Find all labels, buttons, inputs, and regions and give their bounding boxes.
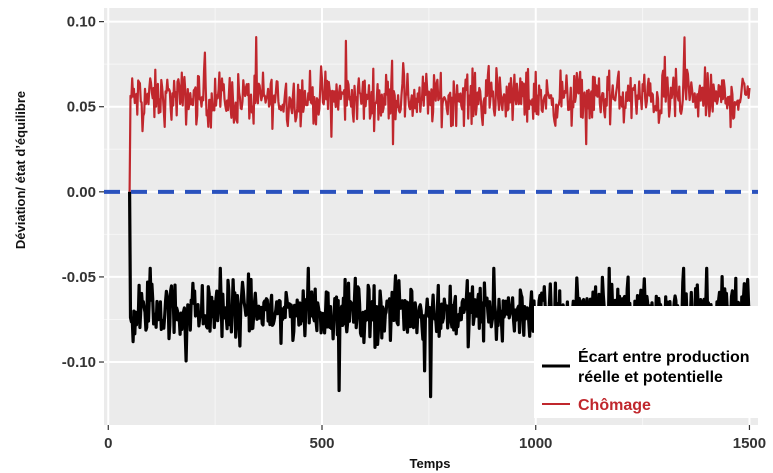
y-axis-title: Déviation/ état d’équilibre xyxy=(13,91,28,249)
x-axis-title: Temps xyxy=(410,456,451,471)
x-tick-label: 1000 xyxy=(519,435,552,452)
legend-label-gap-line1: Écart entre production xyxy=(578,347,750,366)
legend-background xyxy=(534,306,772,418)
x-tick-label: 500 xyxy=(309,435,334,452)
x-tick-label: 0 xyxy=(104,435,112,452)
y-tick-label: 0.10 xyxy=(67,14,96,31)
legend-label-gap-line2: réelle et potentielle xyxy=(578,369,723,386)
ticks: 0 500 1000 1500 -0.10 -0.05 0.00 0.05 0.10 xyxy=(62,14,766,452)
y-tick-label: 0.05 xyxy=(67,99,96,116)
y-tick-label: 0.00 xyxy=(67,184,96,201)
series-line-chomage xyxy=(128,36,751,192)
y-tick-label: -0.05 xyxy=(62,269,96,286)
legend-label-chomage: Chômage xyxy=(578,397,651,414)
y-tick-label: -0.10 xyxy=(62,354,96,371)
legend: Écart entre production réelle et potenti… xyxy=(534,306,772,418)
x-tick-label: 1500 xyxy=(733,435,766,452)
